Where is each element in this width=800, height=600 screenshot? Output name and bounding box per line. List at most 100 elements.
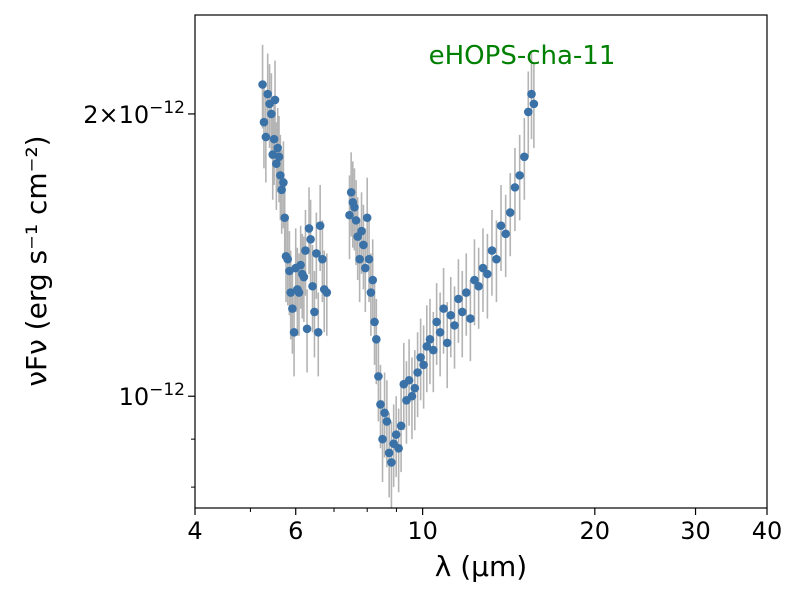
data-point	[269, 134, 279, 144]
data-point	[263, 89, 273, 99]
data-point	[374, 372, 383, 381]
data-point	[366, 288, 376, 297]
data-point	[461, 288, 471, 297]
data-point	[529, 99, 539, 109]
data-point	[286, 288, 296, 297]
data-point	[394, 443, 403, 453]
data-point	[387, 458, 396, 467]
x-axis-ticks: 4 6 10 20 30 40	[187, 508, 782, 545]
data-point	[258, 80, 267, 89]
data-point	[422, 342, 432, 351]
data-point-layer	[258, 80, 539, 467]
data-point	[259, 117, 269, 127]
data-point	[294, 288, 304, 297]
x-axis-label: λ (μm)	[435, 550, 527, 583]
data-point	[301, 246, 310, 255]
data-point	[302, 324, 312, 334]
x-tick-label: 6	[288, 517, 303, 545]
data-point	[496, 221, 506, 231]
data-point	[346, 187, 356, 197]
data-point	[322, 288, 332, 297]
data-point	[382, 417, 392, 426]
data-point	[396, 421, 406, 431]
data-point	[359, 240, 368, 250]
data-point	[362, 213, 372, 223]
data-point	[520, 152, 529, 162]
x-tick-label: 30	[680, 517, 711, 545]
data-point	[523, 107, 533, 117]
data-point	[505, 208, 515, 217]
y-axis-ticks: 10−12 2×10−12	[83, 98, 195, 488]
data-point	[419, 360, 428, 370]
data-point	[492, 254, 501, 264]
data-point	[446, 310, 456, 320]
data-point	[312, 249, 321, 258]
data-point	[432, 317, 441, 327]
data-point	[450, 321, 459, 330]
data-point	[270, 95, 280, 105]
y-axis-label: νFν (erg s⁻¹ cm⁻²)	[20, 135, 53, 386]
data-point	[288, 304, 297, 313]
data-point	[355, 254, 364, 264]
x-tick-label: 10	[407, 517, 438, 545]
data-point	[318, 254, 327, 264]
annotation-label: eHOPS-cha-11	[429, 41, 616, 71]
data-point	[345, 210, 354, 220]
data-point	[299, 272, 309, 282]
data-point	[407, 391, 417, 401]
data-point	[527, 89, 536, 99]
data-point	[410, 383, 420, 393]
data-point	[378, 434, 387, 444]
data-point	[487, 246, 497, 255]
data-point	[267, 109, 276, 119]
data-point	[351, 216, 361, 225]
data-point	[357, 226, 366, 236]
data-point	[308, 281, 317, 291]
y-tick-label: 10−12	[119, 380, 185, 411]
x-tick-label: 20	[580, 517, 611, 545]
data-point	[261, 132, 271, 142]
data-point	[429, 345, 438, 355]
data-point	[364, 254, 374, 264]
data-point	[466, 314, 475, 323]
data-point	[404, 375, 414, 385]
data-point	[313, 327, 323, 337]
data-point	[380, 408, 389, 418]
y-tick-label: 2×10−12	[83, 98, 185, 129]
data-point	[272, 159, 281, 168]
data-point	[474, 281, 483, 291]
data-point	[413, 368, 422, 377]
data-point	[435, 327, 445, 337]
data-point	[361, 263, 370, 273]
data-point	[279, 178, 288, 187]
data-point	[350, 203, 359, 212]
data-point	[510, 183, 520, 192]
data-point	[296, 260, 305, 270]
data-point	[384, 448, 394, 458]
data-point	[515, 171, 524, 180]
data-point	[304, 224, 314, 233]
data-point	[306, 235, 315, 244]
data-point	[370, 317, 379, 327]
data-point	[273, 143, 282, 153]
data-point	[478, 263, 488, 273]
data-point	[391, 430, 401, 439]
data-point	[277, 185, 286, 195]
x-tick-label: 40	[752, 517, 783, 545]
data-point	[315, 221, 325, 231]
data-point	[368, 275, 378, 285]
x-tick-label: 4	[187, 517, 202, 545]
data-point	[280, 213, 290, 223]
data-point	[310, 307, 319, 317]
data-point	[501, 229, 510, 239]
plot-frame	[194, 14, 768, 509]
data-point	[457, 307, 467, 317]
data-point	[289, 327, 299, 337]
data-point	[454, 294, 463, 304]
data-point	[376, 400, 385, 409]
data-point	[470, 275, 479, 285]
data-point	[372, 335, 381, 344]
data-point	[274, 152, 284, 162]
